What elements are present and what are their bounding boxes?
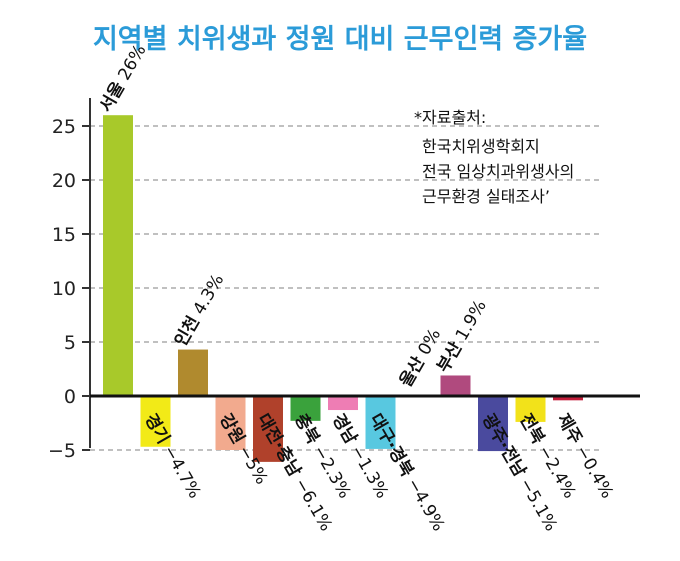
bar-label: 울산 0% bbox=[396, 325, 445, 390]
source-note-line-2: 한국치위생학회지 bbox=[422, 137, 540, 156]
y-axis-ticks: 25 20 15 10 5 0 −5 bbox=[48, 116, 90, 462]
bars bbox=[103, 115, 583, 462]
y-tick-label: −5 bbox=[48, 440, 76, 462]
y-tick-label: 15 bbox=[52, 224, 76, 246]
bar bbox=[178, 349, 208, 396]
bar bbox=[440, 375, 471, 396]
value-label: −4.9% bbox=[400, 470, 449, 534]
source-note: *자료출처: 한국치위생학회지 전국 임상치과위생사의 근무환경 실태조사’ bbox=[414, 108, 574, 206]
bar bbox=[553, 396, 583, 401]
value-label: 4.3% bbox=[187, 271, 229, 323]
y-tick-label: 10 bbox=[52, 278, 76, 300]
bar bbox=[365, 396, 396, 449]
chart-title: 지역별 치위생과 정원 대비 근무인력 증가율 bbox=[93, 24, 587, 55]
y-tick-label: 5 bbox=[64, 332, 76, 354]
source-note-line-4: 근무환경 실태조사’ bbox=[422, 187, 550, 206]
bar bbox=[215, 396, 246, 450]
bar bbox=[103, 115, 133, 396]
value-label: 1.9% bbox=[449, 297, 491, 349]
bar-label: 경기 −4.7% bbox=[140, 411, 204, 503]
bar bbox=[290, 396, 321, 421]
bar bbox=[515, 396, 546, 422]
source-note-line-1: *자료출처: bbox=[414, 108, 486, 127]
y-tick-label: 20 bbox=[52, 170, 76, 192]
bar-label: 인천 4.3% bbox=[171, 271, 228, 350]
source-note-line-3: 전국 임상치과위생사의 bbox=[422, 162, 574, 181]
grid-lines bbox=[90, 125, 600, 451]
y-tick-label: 25 bbox=[52, 116, 76, 138]
bar bbox=[140, 396, 171, 447]
y-tick-label: 0 bbox=[64, 386, 76, 408]
bar bbox=[328, 396, 358, 411]
value-label: −4.7% bbox=[156, 438, 205, 502]
bar bbox=[253, 396, 283, 462]
bar bbox=[478, 396, 508, 452]
